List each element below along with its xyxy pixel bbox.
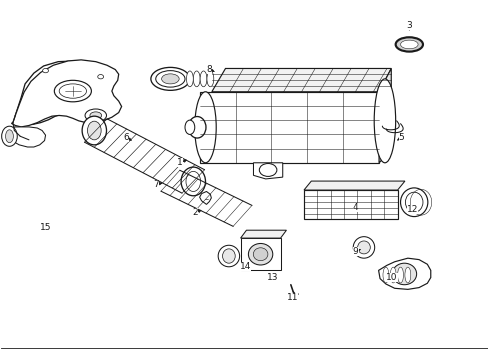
Polygon shape	[11, 127, 45, 147]
Ellipse shape	[54, 80, 91, 102]
Ellipse shape	[373, 79, 395, 163]
Ellipse shape	[5, 130, 13, 143]
Ellipse shape	[185, 171, 200, 192]
Text: 4: 4	[352, 203, 358, 212]
Ellipse shape	[400, 188, 427, 217]
Polygon shape	[199, 192, 211, 204]
Ellipse shape	[90, 112, 102, 119]
Text: 1: 1	[177, 158, 183, 167]
Ellipse shape	[397, 267, 403, 283]
Text: 7: 7	[153, 180, 158, 189]
Ellipse shape	[87, 121, 101, 140]
Text: 14: 14	[239, 262, 251, 271]
Polygon shape	[378, 68, 390, 163]
Text: 12: 12	[406, 205, 418, 214]
Ellipse shape	[218, 245, 239, 267]
Ellipse shape	[184, 120, 194, 134]
Polygon shape	[15, 61, 119, 125]
Polygon shape	[304, 181, 404, 190]
Ellipse shape	[206, 71, 213, 87]
Polygon shape	[11, 60, 122, 127]
Ellipse shape	[186, 71, 193, 87]
Text: 15: 15	[40, 223, 51, 232]
Ellipse shape	[1, 126, 17, 146]
Ellipse shape	[382, 267, 388, 283]
Text: 3: 3	[406, 21, 411, 30]
Ellipse shape	[82, 116, 106, 145]
Ellipse shape	[405, 192, 422, 212]
Polygon shape	[211, 68, 390, 92]
Text: 2: 2	[192, 208, 197, 217]
Ellipse shape	[400, 40, 417, 49]
Text: 10: 10	[385, 273, 397, 282]
Bar	[304, 190, 397, 220]
Text: 11: 11	[286, 293, 297, 302]
Polygon shape	[253, 163, 282, 179]
Polygon shape	[378, 258, 430, 289]
Ellipse shape	[352, 237, 374, 258]
Text: 6: 6	[123, 133, 129, 142]
Ellipse shape	[161, 74, 179, 84]
Ellipse shape	[259, 163, 276, 176]
Ellipse shape	[59, 84, 86, 98]
Text: 8: 8	[206, 65, 212, 74]
Bar	[240, 238, 280, 270]
Ellipse shape	[188, 117, 205, 138]
Ellipse shape	[395, 37, 422, 51]
Ellipse shape	[222, 249, 235, 263]
Ellipse shape	[253, 248, 267, 261]
Ellipse shape	[389, 267, 395, 283]
Ellipse shape	[85, 109, 106, 122]
Text: 13: 13	[266, 273, 278, 282]
Ellipse shape	[391, 263, 416, 285]
Ellipse shape	[156, 71, 184, 87]
Ellipse shape	[193, 71, 200, 87]
Ellipse shape	[357, 241, 369, 254]
Ellipse shape	[98, 75, 103, 79]
Ellipse shape	[248, 243, 272, 265]
Text: 9: 9	[352, 247, 358, 256]
Bar	[199, 92, 378, 163]
Ellipse shape	[42, 68, 48, 73]
Text: 5: 5	[398, 133, 404, 142]
Ellipse shape	[404, 267, 410, 283]
Polygon shape	[240, 230, 286, 238]
Ellipse shape	[200, 71, 206, 87]
Ellipse shape	[194, 92, 216, 163]
Ellipse shape	[181, 167, 205, 196]
Ellipse shape	[151, 67, 189, 90]
